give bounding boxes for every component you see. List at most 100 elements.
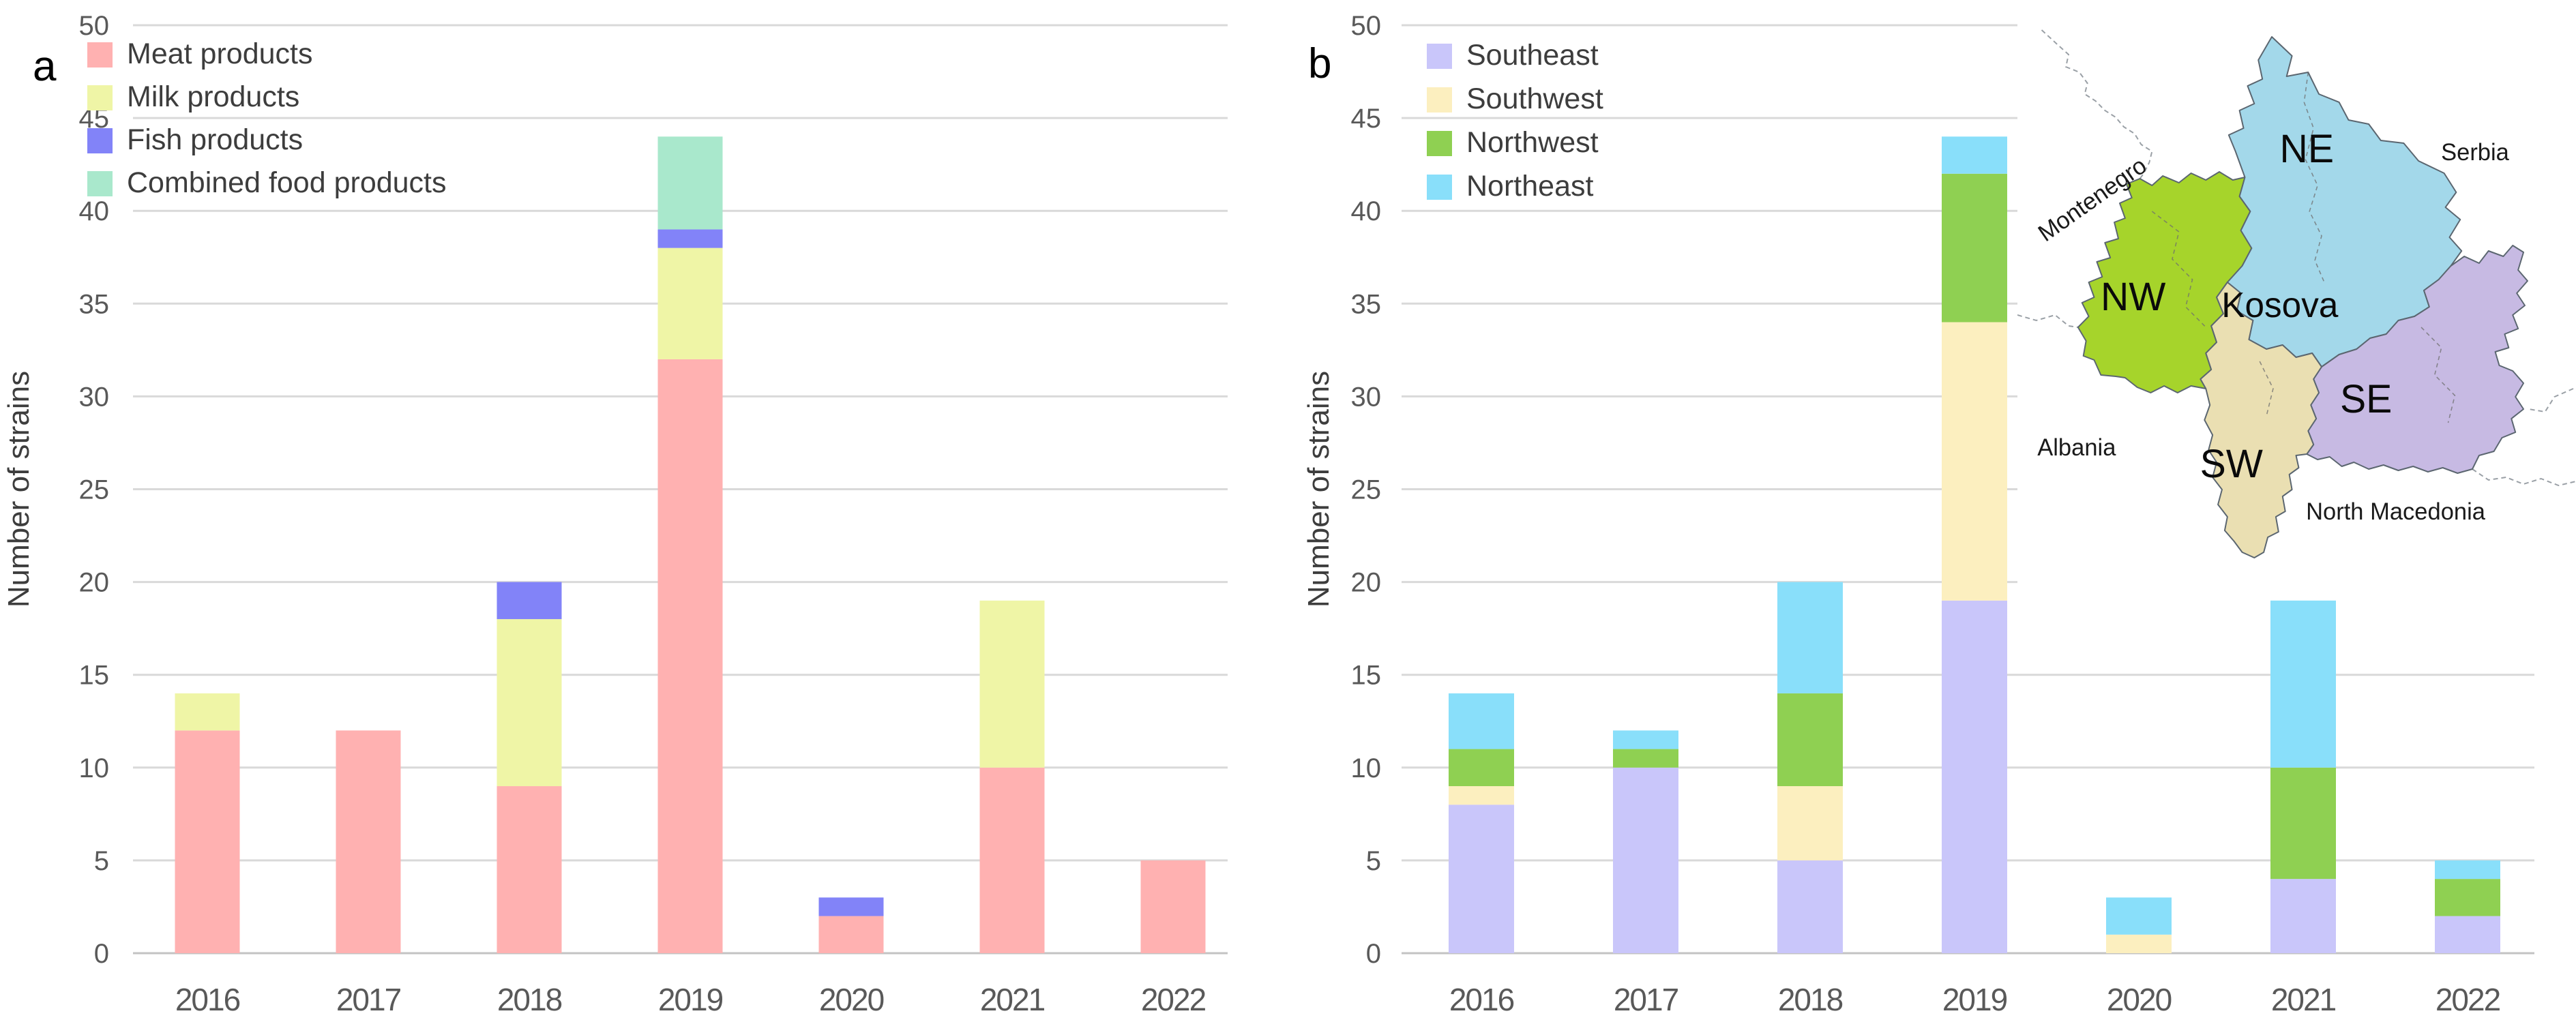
legend-label: Combined food products — [127, 166, 447, 199]
map-region-sw-shape — [2200, 282, 2322, 558]
panel-a: a 0 5 10 15 20 25 30 35 40 45 50 Number of strains 2… — [2, 11, 1228, 1017]
legend-swatch — [1427, 87, 1452, 112]
map-label-albania: Albania — [2037, 435, 2116, 461]
y-tick-label: 50 — [1351, 11, 1382, 41]
bar-segment — [1777, 786, 1843, 860]
bar-segment — [2270, 879, 2336, 953]
bar-segment — [1140, 860, 1206, 953]
bar-segment — [2435, 879, 2500, 916]
x-tick-label: 2020 — [819, 982, 884, 1017]
bar-segment — [1449, 805, 1514, 953]
y-tick-label: 50 — [79, 11, 110, 41]
bar-segment — [1449, 786, 1514, 805]
x-tick-label: 2017 — [1614, 982, 1678, 1017]
north-macedonia-border-line — [2472, 468, 2576, 487]
y-axis-title: Number of strains — [1302, 371, 1335, 608]
bar-segment — [979, 600, 1045, 768]
bar-segment — [657, 136, 723, 230]
legend-swatch — [1427, 175, 1452, 200]
bar-segment — [1613, 730, 1678, 749]
y-tick-label: 20 — [1351, 568, 1382, 598]
panel-b-letter: b — [1308, 40, 1332, 87]
legend-label: Meat products — [127, 38, 312, 70]
y-tick-label: 40 — [79, 196, 110, 226]
bar-segment — [2435, 860, 2500, 880]
x-tick-label: 2019 — [658, 982, 723, 1017]
legend-swatch — [87, 171, 113, 196]
map-label-se: SE — [2340, 378, 2392, 421]
bar-segment — [1942, 173, 2007, 322]
bar-segment — [497, 786, 562, 953]
y-tick-label: 25 — [1351, 475, 1382, 505]
serbia-east-border-line — [2528, 388, 2574, 413]
x-tick-label: 2020 — [2107, 982, 2172, 1017]
y-tick-label: 15 — [1351, 661, 1382, 691]
bar-segment — [979, 767, 1045, 953]
bar-segment — [818, 897, 884, 916]
legend-swatch — [87, 128, 113, 153]
albania-border-line — [2017, 314, 2078, 328]
bar-segment — [2106, 897, 2172, 935]
bar-segment — [1449, 749, 1514, 787]
legend-label: Northeast — [1466, 170, 1593, 202]
bar-segment — [1613, 767, 1678, 953]
y-tick-label: 0 — [94, 939, 109, 969]
x-tick-label: 2022 — [1141, 982, 1206, 1017]
y-tick-label: 5 — [94, 846, 109, 876]
map-label-ne: NE — [2280, 127, 2334, 171]
map-label-kosova: Kosova — [2221, 285, 2338, 325]
y-tick-label: 15 — [79, 661, 110, 691]
map-label-sw: SW — [2200, 442, 2264, 486]
x-tick-label: 2021 — [980, 982, 1045, 1017]
bar-segment — [657, 229, 723, 248]
y-tick-label: 5 — [1366, 846, 1381, 876]
x-tick-label: 2019 — [1942, 982, 2007, 1017]
bar-segment — [657, 247, 723, 359]
map-label-nw: NW — [2101, 275, 2166, 319]
y-tick-label: 35 — [1351, 289, 1382, 319]
x-tick-label: 2016 — [1449, 982, 1514, 1017]
panel-b: b 0 5 10 15 20 25 30 35 40 45 50 Number of strains 2… — [1288, 0, 2576, 1035]
legend-label: Fish products — [127, 123, 303, 156]
legend-swatch — [87, 85, 113, 110]
x-tick-label: 2018 — [497, 982, 562, 1017]
bar-segment — [2270, 600, 2336, 768]
kosovo-map-inset: NE NW SW SE Kosova Serbia Montenegro Alb… — [2017, 7, 2576, 595]
bar-segment — [1942, 136, 2007, 174]
bar-segment — [1777, 860, 1843, 953]
y-tick-label: 30 — [1351, 382, 1382, 412]
legend-label: Southeast — [1466, 39, 1599, 72]
y-tick-label: 35 — [79, 289, 110, 319]
nw-internal-border — [2151, 211, 2206, 328]
legend-swatch — [1427, 44, 1452, 69]
bar-segment — [497, 582, 562, 620]
y-tick-label: 20 — [79, 568, 110, 598]
panel-a-letter: a — [33, 43, 57, 90]
y-tick-label: 10 — [1351, 753, 1382, 783]
montenegro-border-line — [2041, 29, 2153, 179]
bar-segment — [1942, 600, 2007, 953]
bar-segment — [2270, 767, 2336, 880]
x-tick-label: 2016 — [175, 982, 240, 1017]
x-tick-label: 2017 — [336, 982, 401, 1017]
legend-label: Southwest — [1466, 82, 1603, 115]
y-tick-label: 10 — [79, 753, 110, 783]
x-tick-label: 2021 — [2271, 982, 2336, 1017]
bar-segment — [1777, 582, 1843, 693]
bar-segment — [175, 730, 240, 953]
y-tick-label: 40 — [1351, 196, 1382, 226]
bar-segment — [818, 916, 884, 953]
map-label-north-macedonia: North Macedonia — [2306, 499, 2486, 525]
bar-segment — [1777, 693, 1843, 787]
legend-label: Milk products — [127, 80, 299, 113]
bar-segment — [657, 359, 723, 953]
bar-segment — [2435, 916, 2500, 953]
y-tick-label: 0 — [1366, 939, 1381, 969]
bar-segment — [1449, 693, 1514, 749]
map-label-serbia: Serbia — [2441, 140, 2509, 166]
y-tick-label: 45 — [1351, 104, 1382, 134]
bar-segment — [336, 730, 401, 953]
kosovo-regions-map: NE NW SW SE Kosova Serbia Montenegro Alb… — [2017, 29, 2576, 558]
legend-label: Northwest — [1466, 126, 1599, 159]
